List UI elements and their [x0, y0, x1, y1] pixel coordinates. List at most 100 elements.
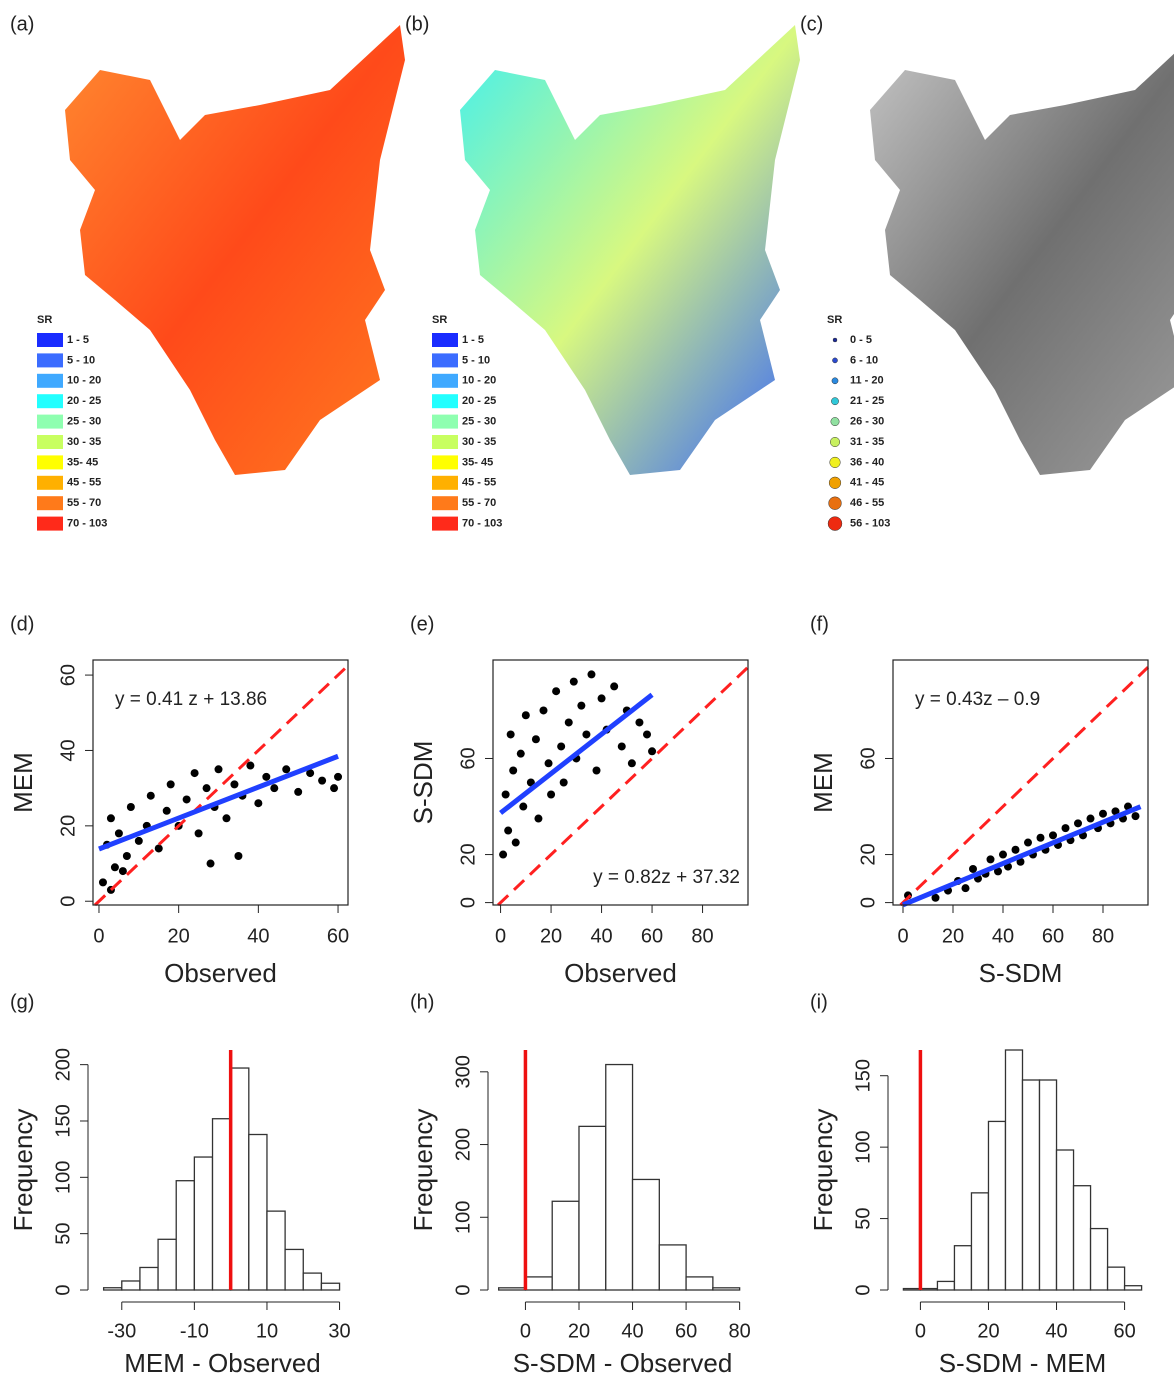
legend-label: 20 - 25 [67, 395, 101, 407]
histogram-bar [267, 1211, 285, 1290]
legend-label: 30 - 35 [67, 436, 101, 448]
point [1049, 831, 1057, 839]
point [99, 878, 107, 886]
point [230, 780, 238, 788]
legend-label: 55 - 70 [462, 497, 496, 509]
point [215, 765, 223, 773]
point [191, 769, 199, 777]
y-tick-label: 0 [452, 1284, 474, 1295]
point [234, 852, 242, 860]
x-tick-label: 0 [495, 925, 506, 947]
histogram-bar [1005, 1050, 1022, 1290]
point [1074, 819, 1082, 827]
legend-label: 25 - 30 [67, 416, 101, 428]
x-tick-label: 0 [915, 1320, 926, 1342]
histogram-bar [988, 1121, 1005, 1290]
histogram-bar [713, 1288, 740, 1290]
point [504, 827, 512, 835]
legend-swatch [432, 496, 458, 510]
annotation: y = 0.82z + 37.32 [593, 867, 740, 888]
point [183, 795, 191, 803]
histogram-bar [971, 1193, 988, 1290]
legend-swatch [432, 353, 458, 367]
point [512, 839, 520, 847]
panel-label: (b) [405, 13, 429, 35]
x-axis-label: Observed [564, 958, 677, 988]
point [1099, 810, 1107, 818]
point [111, 863, 119, 871]
histogram-bar [1040, 1080, 1057, 1290]
legend-label: 70 - 103 [462, 518, 502, 530]
y-tick-label: 0 [852, 1284, 874, 1295]
x-axis-label: S-SDM - MEM [939, 1348, 1107, 1378]
y-tick-label: 50 [52, 1223, 74, 1245]
legend-label: 5 - 10 [67, 354, 95, 366]
y-tick-label: 0 [57, 896, 79, 907]
point [1062, 824, 1070, 832]
histogram-bar [104, 1288, 122, 1290]
y-axis-label: Frequency [8, 1109, 38, 1232]
legend-label: 35- 45 [67, 456, 98, 468]
legend-label: 25 - 30 [462, 416, 496, 428]
point [163, 807, 171, 815]
x-tick-label: -10 [180, 1320, 209, 1342]
y-tick-label: 0 [857, 897, 879, 908]
legend-symbol [833, 338, 837, 342]
histogram-bar [920, 1289, 937, 1290]
histogram-bar [686, 1277, 713, 1290]
legend-label: 26 - 30 [850, 416, 884, 428]
legend-label: 45 - 55 [462, 477, 496, 489]
legend-symbol [831, 417, 839, 425]
y-tick-label: 100 [52, 1161, 74, 1194]
point [565, 718, 573, 726]
y-tick-label: 60 [57, 664, 79, 686]
histogram-bar [231, 1068, 249, 1290]
legend-swatch [37, 435, 63, 449]
histogram-bar [552, 1201, 579, 1290]
legend-label: 30 - 35 [462, 436, 496, 448]
legend-swatch [432, 517, 458, 531]
point [560, 779, 568, 787]
point [969, 865, 977, 873]
point [987, 855, 995, 863]
y-tick-label: 60 [457, 747, 479, 769]
y-tick-label: 50 [852, 1207, 874, 1229]
x-tick-label: 40 [621, 1320, 643, 1342]
x-axis-label: S-SDM [979, 958, 1063, 988]
panel-label: (g) [10, 991, 34, 1013]
x-tick-label: 20 [568, 1320, 590, 1342]
x-tick-label: 40 [1045, 1320, 1067, 1342]
x-tick-label: 30 [328, 1320, 350, 1342]
y-tick-label: 40 [57, 739, 79, 761]
point [1024, 839, 1032, 847]
y-tick-label: 60 [857, 747, 879, 769]
histogram-bar [122, 1281, 140, 1290]
x-tick-label: 20 [540, 925, 562, 947]
legend-title: SR [37, 314, 52, 326]
panel-label: (h) [410, 991, 434, 1013]
point [598, 694, 606, 702]
point [635, 718, 643, 726]
legend-label: 21 - 25 [850, 395, 884, 407]
legend-swatch [432, 415, 458, 429]
legend-label: 20 - 25 [462, 395, 496, 407]
point [254, 799, 262, 807]
panel-label: (a) [10, 13, 34, 35]
histogram-bar [194, 1157, 212, 1290]
legend-symbol [832, 378, 838, 384]
histogram-bar [1074, 1186, 1091, 1290]
legend-swatch [37, 476, 63, 490]
x-tick-label: 80 [691, 925, 713, 947]
legend-label: 6 - 10 [850, 354, 878, 366]
histogram-bar [249, 1135, 267, 1290]
point [999, 851, 1007, 859]
histogram-bar [285, 1249, 303, 1290]
figure: (a)SR1 - 55 - 1010 - 2020 - 2525 - 3030 … [0, 0, 1174, 1385]
legend-label: 1 - 5 [67, 334, 89, 346]
point [517, 750, 525, 758]
y-tick-label: 20 [857, 843, 879, 865]
x-axis-label: MEM - Observed [124, 1348, 321, 1378]
point [628, 759, 636, 767]
point [334, 773, 342, 781]
x-tick-label: 60 [641, 925, 663, 947]
